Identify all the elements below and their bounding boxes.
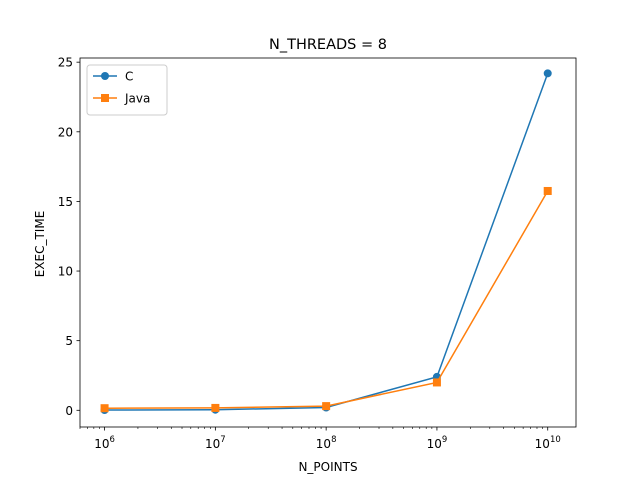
y-tick-label: 25 (58, 56, 73, 70)
y-tick-label: 20 (58, 125, 73, 139)
y-axis-label: EXEC_TIME (33, 211, 47, 278)
legend-label: Java (124, 92, 150, 106)
legend: C Java (86, 64, 168, 116)
x-axis-label: N_POINTS (298, 460, 357, 474)
legend-label: C (125, 70, 133, 84)
legend-marker (101, 94, 109, 102)
x-tick-label: 108 (316, 435, 337, 451)
x-axis: 106 107 108 109 1010 (79, 427, 561, 451)
data-point-java (543, 186, 552, 195)
y-tick-label: 10 (58, 265, 73, 279)
x-tick-label: 106 (94, 435, 115, 451)
data-point-java (100, 404, 109, 413)
x-tick-label: 1010 (535, 435, 561, 451)
y-axis: 0 5 10 15 20 25 (58, 56, 80, 418)
chart-title: N_THREADS = 8 (269, 37, 387, 53)
axes-frame (79, 57, 577, 428)
y-tick-label: 5 (65, 334, 73, 348)
y-tick-label: 15 (58, 195, 73, 209)
legend-marker (101, 72, 109, 80)
data-point-java (211, 403, 220, 412)
data-point-java (432, 378, 441, 387)
data-point-java (322, 402, 331, 411)
y-tick-label: 0 (65, 404, 73, 418)
x-tick-label: 107 (205, 435, 226, 451)
plot-area (100, 69, 552, 415)
x-tick-label: 109 (427, 435, 448, 451)
data-point-c (543, 69, 552, 78)
